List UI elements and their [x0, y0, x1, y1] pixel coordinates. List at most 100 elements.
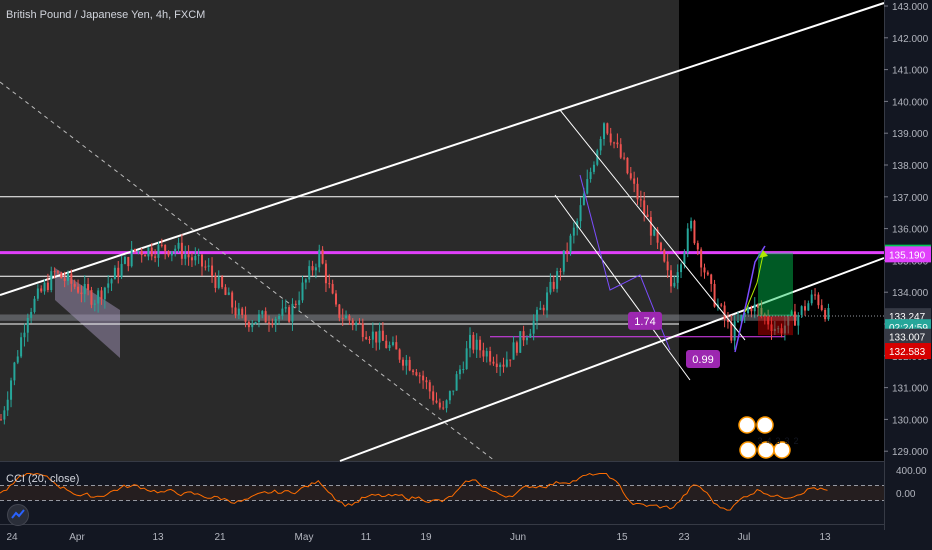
- cci-pane: [0, 462, 884, 524]
- candle-body: [26, 317, 29, 333]
- candle-body: [261, 311, 264, 315]
- candle-body: [750, 308, 753, 312]
- candle-body: [20, 337, 23, 357]
- candle-body: [455, 374, 458, 391]
- candle-body: [194, 256, 197, 261]
- support-zone: [0, 314, 797, 321]
- candle-body: [770, 324, 773, 332]
- candle-body: [556, 271, 559, 289]
- price-label-text: 133.247: [889, 312, 926, 323]
- price-tick-label: 137.000: [892, 193, 929, 204]
- candle-body: [93, 303, 96, 305]
- candle-body: [783, 325, 786, 334]
- candle-body: [599, 139, 602, 151]
- candle-body: [184, 254, 187, 259]
- candle-body: [592, 164, 595, 172]
- candle-body: [479, 339, 482, 351]
- candle-body: [472, 334, 475, 350]
- candle-body: [408, 360, 411, 371]
- candle-body: [30, 311, 33, 318]
- candle-body: [462, 369, 465, 371]
- candle-body: [412, 370, 415, 373]
- price-tick-label: 143.000: [892, 2, 929, 13]
- candle-body: [489, 351, 492, 362]
- candle-body: [358, 322, 361, 324]
- candle-body: [797, 314, 800, 326]
- tradingview-logo-icon[interactable]: [7, 504, 29, 526]
- candle-body: [298, 300, 301, 305]
- candle-body: [428, 382, 431, 392]
- candle-body: [402, 359, 404, 366]
- candle-body: [448, 391, 451, 401]
- price-tick-label: 129.000: [892, 447, 929, 458]
- candle-body: [217, 276, 220, 288]
- candle-body: [686, 228, 689, 253]
- candle-body: [683, 252, 686, 265]
- candle-body: [197, 254, 200, 257]
- candle-body: [525, 337, 528, 341]
- candle-body: [579, 205, 582, 222]
- candle-body: [469, 334, 471, 349]
- price-tick-label: 130.000: [892, 415, 929, 426]
- candle-body: [251, 323, 254, 328]
- candle-body: [549, 281, 552, 293]
- candle-body: [140, 250, 143, 256]
- event-badge-icon: [773, 441, 791, 459]
- candle-body: [807, 303, 810, 311]
- candle-body: [13, 362, 16, 381]
- candle-body: [619, 144, 622, 158]
- candle-body: [522, 331, 525, 341]
- candle-body: [221, 276, 224, 288]
- price-label-bg: [885, 246, 931, 263]
- candle-body: [546, 292, 549, 311]
- candle-body: [345, 315, 348, 319]
- ratio-label-text: 1.74: [634, 316, 655, 328]
- candle-body: [475, 339, 478, 350]
- time-tick-label: 11: [361, 532, 372, 543]
- candle-body: [113, 267, 116, 280]
- candle-body: [793, 311, 796, 326]
- price-tick-label: 140.000: [892, 97, 929, 108]
- time-tick-label: 24: [6, 532, 18, 543]
- candle-body: [425, 380, 428, 383]
- candle-body: [814, 294, 817, 296]
- candle-body: [278, 315, 281, 319]
- candle-body: [164, 244, 167, 251]
- candle-body: [582, 193, 585, 206]
- candle-body: [505, 359, 508, 367]
- price-tick-label: 141.000: [892, 66, 929, 77]
- candle-body: [391, 342, 394, 346]
- candle-body: [542, 307, 545, 311]
- candle-body: [663, 249, 666, 262]
- candle-body: [499, 364, 502, 368]
- candle-body: [603, 123, 605, 140]
- cci-tick-label: 0.00: [896, 489, 916, 500]
- candle-body: [552, 281, 555, 289]
- candle-body: [0, 419, 2, 421]
- candle-body: [80, 292, 83, 295]
- event-badge-icon: [739, 441, 757, 459]
- time-tick-label: 21: [214, 532, 226, 543]
- price-axis-bg: [884, 0, 932, 550]
- candle-body: [633, 178, 636, 184]
- candle-body: [710, 274, 713, 284]
- time-tick-label: May: [295, 532, 314, 543]
- candle-body: [63, 278, 66, 282]
- candle-body: [150, 247, 153, 257]
- candle-body: [227, 292, 230, 295]
- candle-body: [301, 282, 304, 301]
- candle-body: [586, 179, 589, 194]
- candle-body: [348, 315, 351, 321]
- candle-body: [680, 264, 683, 273]
- candle-body: [257, 314, 260, 322]
- candle-body: [53, 271, 56, 273]
- candle-body: [134, 249, 136, 251]
- candle-body: [700, 249, 703, 268]
- candle-body: [696, 243, 699, 250]
- candle-body: [368, 339, 371, 341]
- price-tick-label: 138.000: [892, 161, 929, 172]
- candle-body: [254, 321, 257, 324]
- price-label-text: 132.583: [889, 347, 926, 358]
